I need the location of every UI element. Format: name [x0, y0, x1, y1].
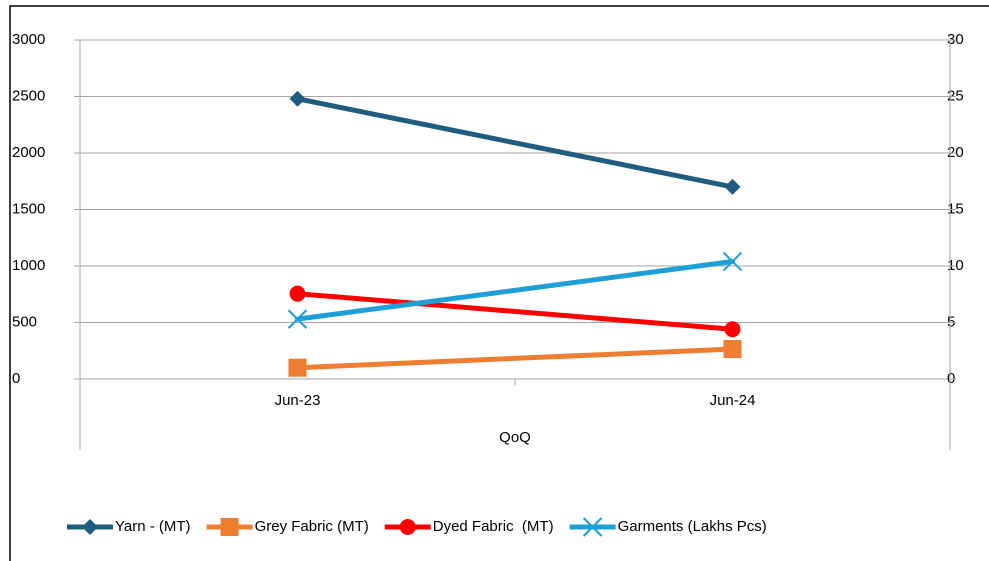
data-point: [289, 285, 306, 302]
data-point: [288, 358, 307, 377]
legend-marker: [399, 519, 416, 535]
legend-label: Grey Fabric (MT): [255, 518, 369, 535]
data-point: [289, 90, 306, 107]
y-tick-label: 3000: [12, 31, 45, 48]
y2-tick-label: 5: [947, 313, 955, 330]
y2-tick-label: 30: [947, 31, 964, 48]
y-tick-label: 2500: [12, 87, 45, 104]
series-line: [295, 258, 735, 322]
x-tick-label: Jun-24: [710, 392, 756, 409]
legend-marker: [582, 517, 603, 537]
chart-border: [9, 5, 989, 561]
data-point: [287, 309, 308, 329]
y2-tick-label: 0: [947, 370, 955, 387]
y-tick-label: 1500: [12, 200, 45, 217]
y-tick-label: 2000: [12, 144, 45, 161]
y2-tick-label: 25: [947, 87, 964, 104]
series-line: [295, 96, 735, 190]
y2-tick-label: 20: [947, 144, 964, 161]
data-point: [722, 251, 743, 272]
legend-label: Dyed Fabric (MT): [433, 518, 554, 535]
data-point: [724, 178, 741, 195]
legend-label: Yarn - (MT): [115, 518, 191, 535]
x-axis-label: QoQ: [499, 429, 531, 446]
y-tick-label: 500: [12, 313, 37, 330]
y2-tick-label: 10: [947, 257, 964, 274]
legend-label: Garments (Lakhs Pcs): [618, 518, 767, 535]
series-line: [295, 291, 735, 332]
y-tick-label: 0: [12, 370, 20, 387]
x-tick-label: Jun-23: [275, 392, 321, 409]
data-point: [724, 321, 741, 338]
y2-tick-label: 15: [947, 200, 964, 217]
data-point: [723, 340, 742, 359]
legend-marker: [82, 519, 98, 535]
legend-marker: [220, 518, 239, 536]
y-tick-label: 1000: [12, 257, 45, 274]
series-line: [295, 346, 735, 371]
